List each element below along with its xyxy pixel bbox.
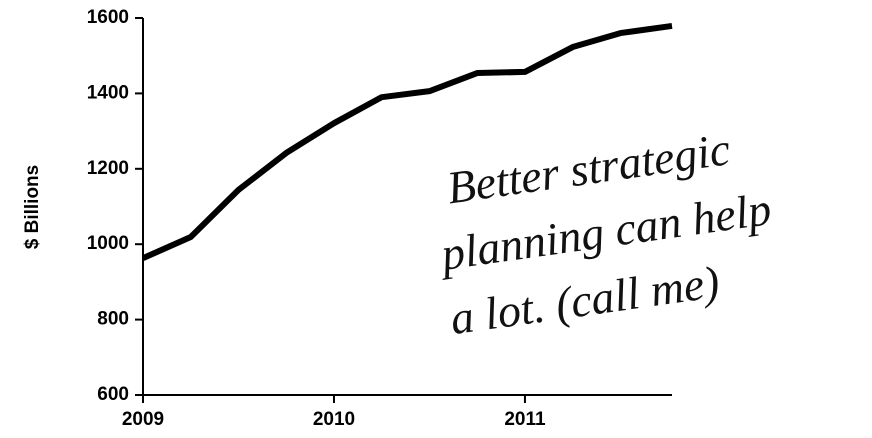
x-tick-label: 2011: [504, 409, 546, 430]
y-tick-label: 1600: [87, 7, 129, 28]
y-axis-label: $ Billions: [22, 165, 43, 249]
y-tick-label: 1000: [87, 233, 129, 254]
annotation: Better strategic planning can help a lot…: [435, 123, 774, 344]
y-tick-label: 1400: [87, 82, 129, 103]
y-tick-label: 600: [97, 384, 129, 405]
y-tick-label: 1200: [87, 158, 129, 179]
data-line: [141, 22, 673, 261]
y-tick-label: 800: [97, 309, 129, 330]
x-tick-label: 2009: [122, 409, 164, 430]
x-tick-label: 2010: [313, 409, 355, 430]
